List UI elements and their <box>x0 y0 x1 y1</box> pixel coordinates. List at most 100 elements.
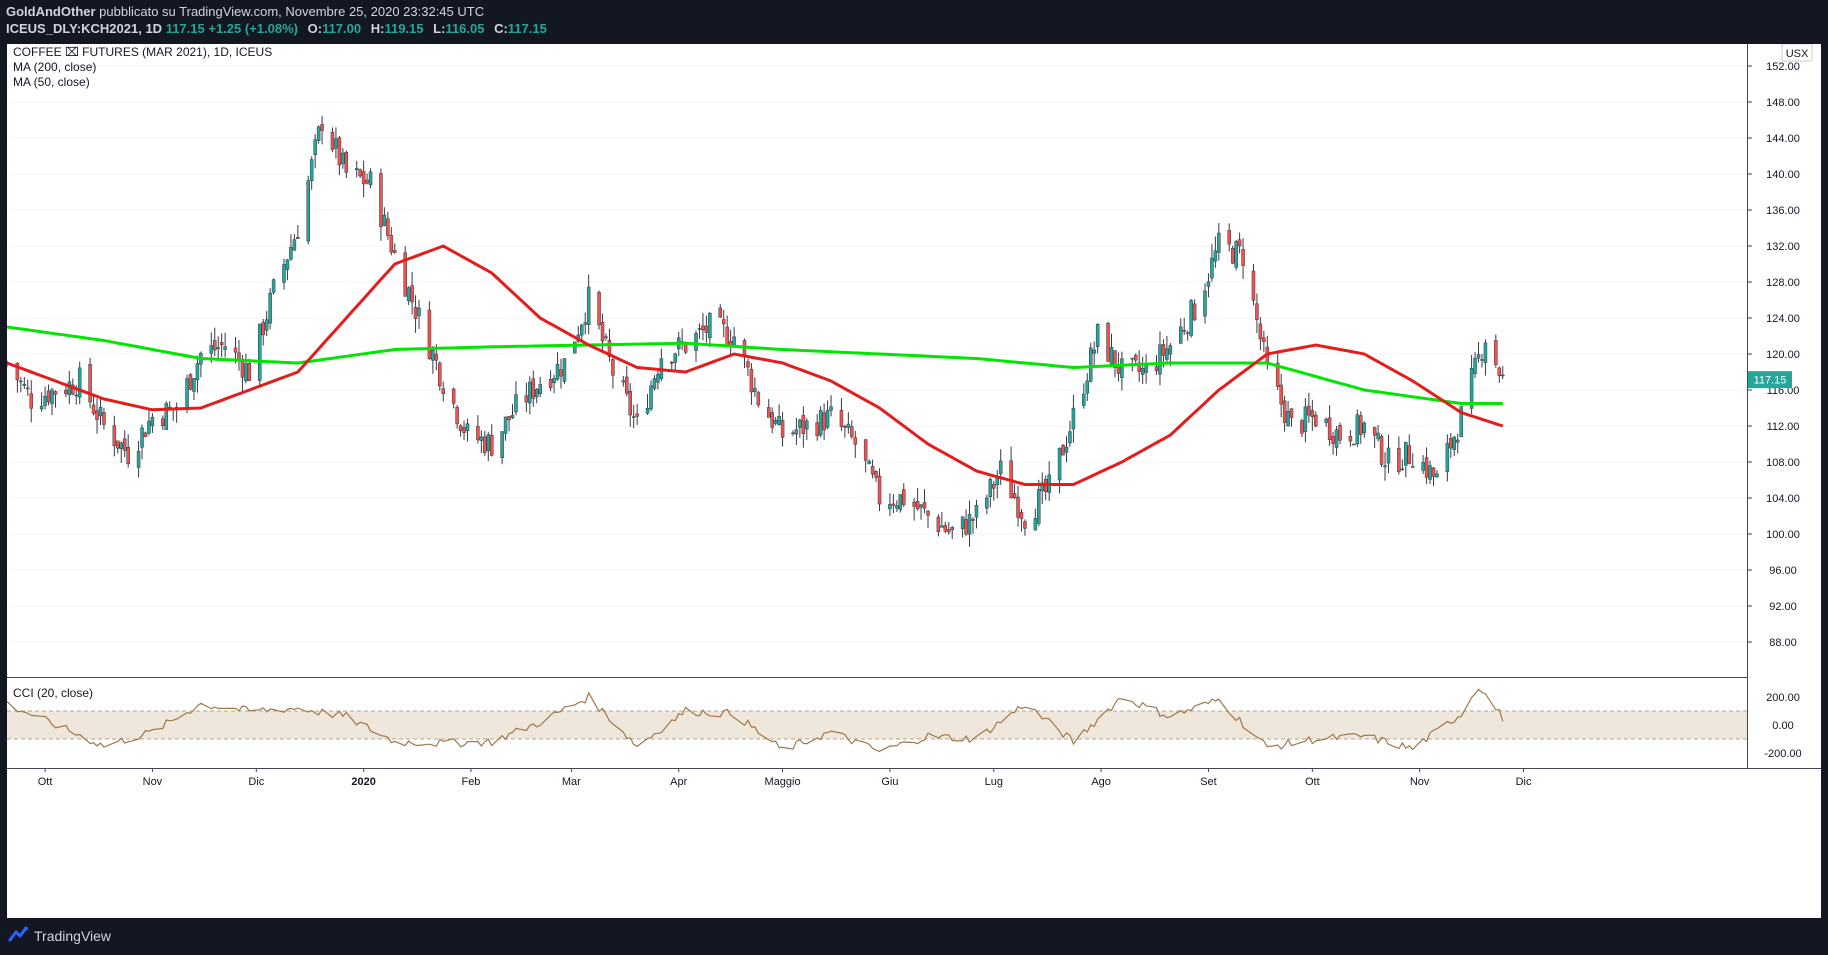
candle-up <box>586 286 591 325</box>
candle-up <box>1168 345 1173 355</box>
candle-down <box>1192 303 1197 321</box>
open-value: 117.00 <box>322 21 362 36</box>
candle-down <box>1331 435 1335 444</box>
cci-scale[interactable]: 200.00 0.00 -200.00 <box>1764 692 1801 760</box>
candle-up <box>1210 257 1214 279</box>
cci-legend[interactable]: CCI (20, close) <box>13 686 93 700</box>
candle-up <box>773 419 778 424</box>
candle-down <box>943 525 948 532</box>
candle-down <box>116 440 120 449</box>
candle-up <box>1352 443 1356 446</box>
candle-down <box>64 389 68 394</box>
candle-up <box>268 292 272 324</box>
candle-down <box>489 434 494 456</box>
candle-down <box>1279 384 1283 405</box>
currency-badge[interactable]: USX <box>1781 44 1813 62</box>
candle-down <box>1359 415 1363 435</box>
candle-down <box>1137 362 1141 372</box>
candle-down <box>1255 303 1259 320</box>
ma50-legend[interactable]: MA (50, close) <box>13 75 90 89</box>
candle-down <box>1400 468 1405 471</box>
candle-up <box>805 420 809 430</box>
candle-down <box>621 380 626 383</box>
candle-down <box>455 406 459 425</box>
candle-down <box>427 309 432 360</box>
price-tick-label: 144.00 <box>1766 133 1800 145</box>
candle-down <box>1449 438 1453 449</box>
candle-up <box>1130 357 1135 360</box>
candle-down <box>393 250 397 253</box>
candle-up <box>164 403 169 430</box>
time-tick-label: Nov <box>143 776 163 788</box>
time-tick-label: Mar <box>562 776 581 788</box>
candle-down <box>1023 521 1027 529</box>
candle-up <box>631 416 636 418</box>
candle-up <box>192 378 196 392</box>
candle-up <box>1033 518 1038 531</box>
candle-up <box>1064 446 1069 453</box>
price-chart[interactable]: 152.00 148.00 144.00 140.00 136.00 132.00 128.… <box>7 44 1821 918</box>
footer-bar: TradingView <box>0 918 1828 955</box>
candle-down <box>507 416 511 421</box>
candle-up <box>552 377 556 383</box>
price-scale[interactable]: 152.00 148.00 144.00 140.00 136.00 132.00 128.… <box>1747 61 1800 649</box>
time-scale[interactable]: Ott Nov Dic 2020 Feb Mar Apr Maggio Giu Lug Ago Set… <box>38 768 1532 788</box>
candle-down <box>815 422 819 437</box>
time-tick-label: Ott <box>1305 776 1320 788</box>
candle-up <box>534 389 539 398</box>
ma200-legend[interactable]: MA (200, close) <box>13 60 96 74</box>
candle-up <box>67 381 72 395</box>
high-value: 119.15 <box>384 21 424 36</box>
candle-up <box>1203 290 1207 317</box>
candle-up <box>580 324 584 336</box>
currency-label: USX <box>1786 48 1809 60</box>
candle-up <box>998 460 1003 475</box>
candle-up <box>500 431 504 459</box>
candle-down <box>233 347 238 353</box>
candle-up <box>1057 447 1062 481</box>
publish-header: GoldAndOther pubblicato su TradingView.c… <box>0 0 1828 44</box>
candle-down <box>74 394 78 397</box>
candle-down <box>1154 366 1159 372</box>
candle-up <box>1452 436 1457 450</box>
candle-down <box>26 387 30 390</box>
candle-down <box>548 379 553 388</box>
candle-down <box>438 362 442 387</box>
candle-up <box>960 516 965 530</box>
candle-down <box>337 137 342 166</box>
last-price: 117.15 <box>165 21 205 36</box>
candle-down <box>240 361 245 378</box>
candle-up <box>1376 432 1380 440</box>
candle-down <box>950 527 954 531</box>
candle-up <box>1092 349 1096 354</box>
candle-up <box>417 307 421 317</box>
candle-down <box>604 336 608 339</box>
candle-up <box>1362 422 1367 434</box>
candle-down <box>670 362 674 364</box>
time-tick-label: Feb <box>461 776 480 788</box>
candle-up <box>528 381 532 404</box>
time-tick-label: Nov <box>1410 776 1430 788</box>
candle-up <box>1459 406 1463 437</box>
price-tick-label: 100.00 <box>1766 529 1800 541</box>
last-price-tag: 117.15 <box>1748 371 1792 389</box>
candle-up <box>583 322 587 325</box>
chart-area[interactable]: 152.00 148.00 144.00 140.00 136.00 132.00 128.… <box>7 44 1821 918</box>
candle-down <box>701 325 705 331</box>
candle-up <box>185 378 189 409</box>
candle-down <box>365 179 369 184</box>
candle-down <box>1497 367 1502 377</box>
candle-up <box>829 406 833 411</box>
candle-down <box>462 427 466 433</box>
candle-down <box>219 342 224 346</box>
tradingview-logo-icon[interactable] <box>8 926 30 944</box>
candle-up <box>465 423 470 432</box>
close-value: 117.15 <box>507 21 547 36</box>
candle-down <box>822 412 826 431</box>
candle-up <box>1286 410 1290 427</box>
candle-down <box>112 425 117 447</box>
tradingview-brand[interactable]: TradingView <box>34 928 112 944</box>
time-tick-label: Ott <box>38 776 53 788</box>
candle-down <box>891 503 896 506</box>
author-name[interactable]: GoldAndOther <box>6 4 96 19</box>
